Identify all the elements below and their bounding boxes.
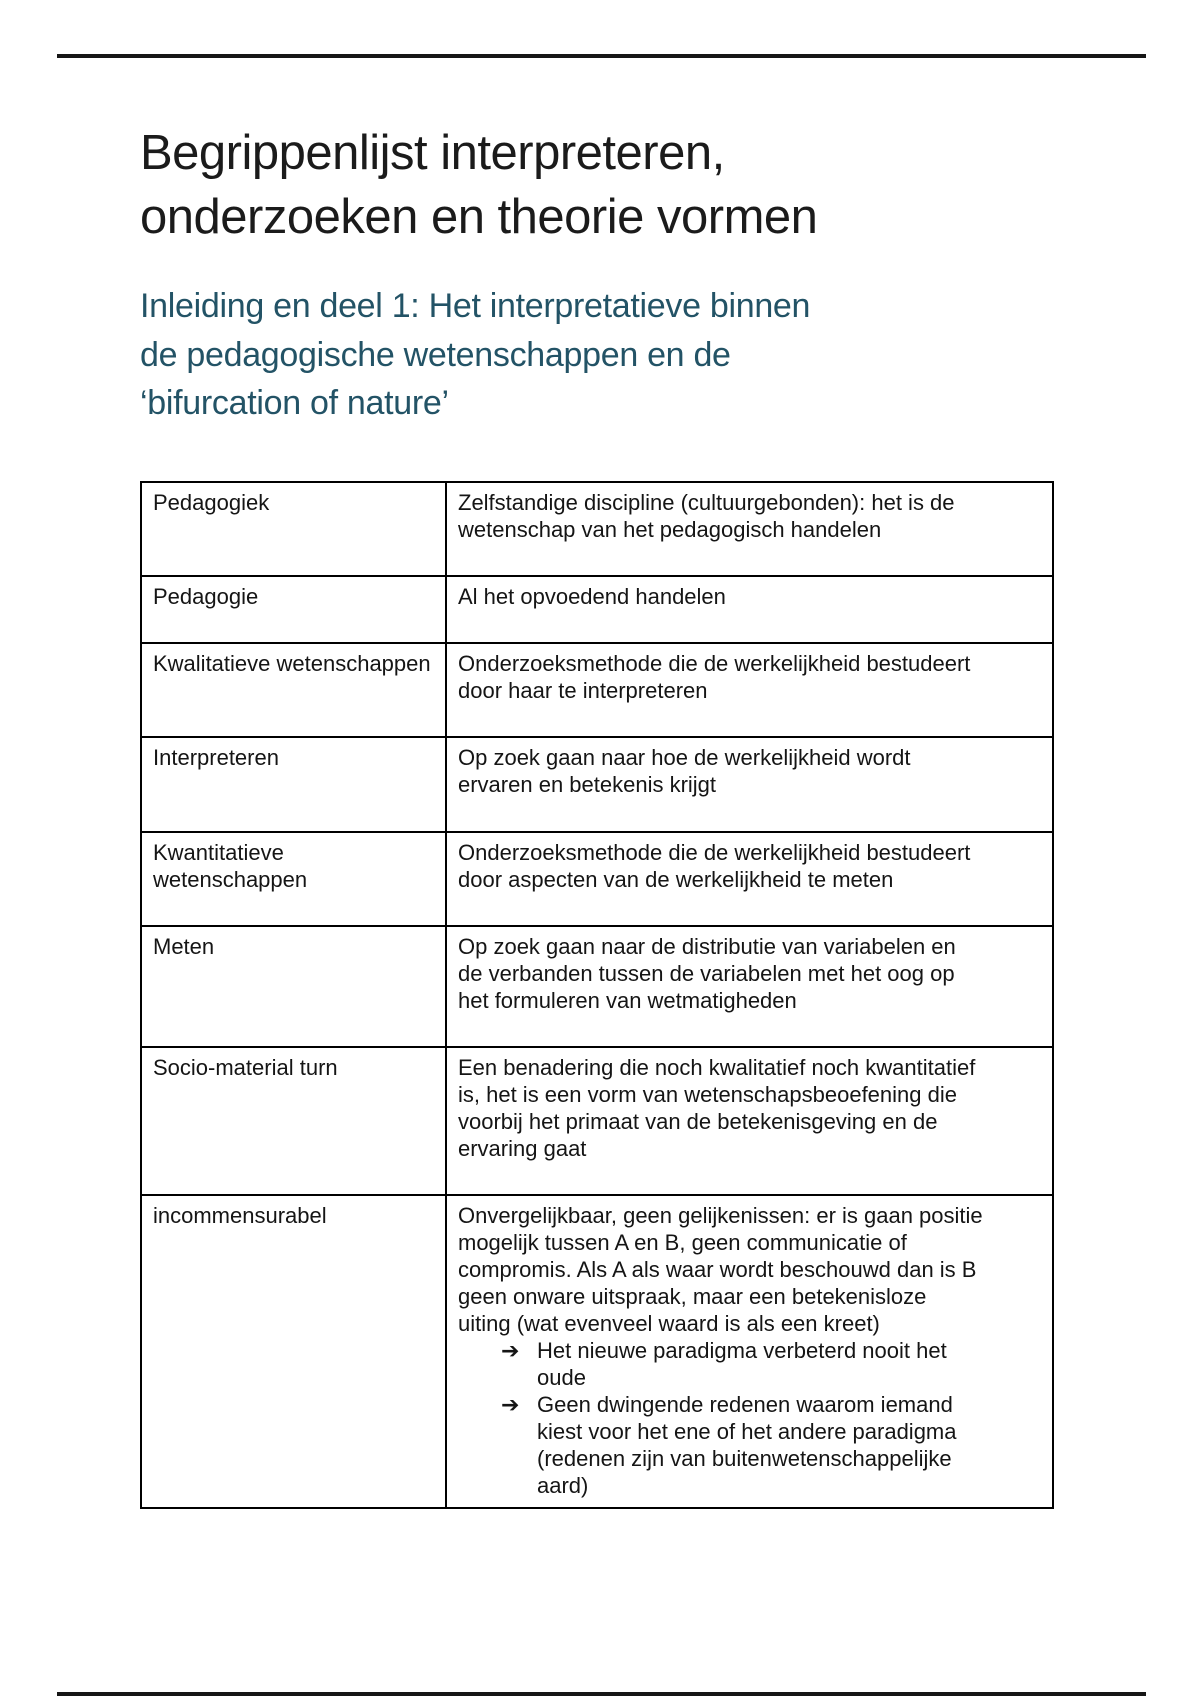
definition-cell: Zelfstandige discipline (cultuurgebonden… [445,481,1054,578]
bottom-divider-line [57,1692,1146,1696]
glossary-table: Pedagogiek Zelfstandige discipline (cultu… [140,481,1054,1510]
definition-text: Onderzoeksmethode die de werkelijkheid b… [458,651,971,704]
glossary-row: Kwantitatieve wetenschappen Onderzoeksmet… [140,830,1054,927]
definition-content: Onderzoeksmethode die de werkelijkheid b… [458,839,985,893]
definition-content: Onvergelijkbaar, geen gelijkenissen: er … [458,1202,985,1500]
definition-cell: Op zoek gaan naar hoe de werkelijkheid w… [445,736,1054,833]
document-content: Begrippenlijst interpreteren, onderzoeke… [140,122,1056,1510]
arrow-bullet-text: Het nieuwe paradigma verbeterd nooit het… [537,1338,947,1391]
term-cell: incommensurabel [140,1193,447,1510]
definition-cell: Onvergelijkbaar, geen gelijkenissen: er … [445,1193,1054,1510]
definition-text: Op zoek gaan naar hoe de werkelijkheid w… [458,745,911,798]
definition-text: Op zoek gaan naar de distributie van var… [458,933,956,1013]
definition-cell: Al het opvoedend handelen [445,575,1054,645]
glossary-row: Pedagogie Al het opvoedend handelen [140,575,1054,645]
glossary-table-body: Pedagogiek Zelfstandige discipline (cultu… [140,481,1054,1510]
definition-cell: Onderzoeksmethode die de werkelijkheid b… [445,830,1054,927]
definition-cell: Onderzoeksmethode die de werkelijkheid b… [445,642,1054,739]
glossary-row: Kwalitatieve wetenschappen Onderzoeksmeth… [140,642,1054,739]
arrow-bullet-item: ➔ Het nieuwe paradigma verbeterd nooit he… [458,1337,985,1391]
definition-cell: Een benadering die noch kwalitatief noch… [445,1045,1054,1196]
definition-text: Onvergelijkbaar, geen gelijkenissen: er … [458,1202,983,1337]
definition-content: Op zoek gaan naar de distributie van var… [458,933,985,1014]
definition-cell: Op zoek gaan naar de distributie van var… [445,924,1054,1048]
arrow-icon: ➔ [501,1392,520,1418]
term-cell: Kwantitatieve wetenschappen [140,830,447,927]
definition-content: Al het opvoedend handelen [458,583,985,610]
term-cell: Kwalitatieve wetenschappen [140,642,447,739]
glossary-row: incommensurabel Onvergelijkbaar, geen gel… [140,1193,1054,1510]
definition-text: Onderzoeksmethode die de werkelijkheid b… [458,839,971,892]
term-cell: Pedagogiek [140,481,447,578]
term-cell: Meten [140,924,447,1048]
arrow-bullet-item: ➔ Geen dwingende redenen waarom iemand ki… [458,1391,985,1499]
glossary-row: Interpreteren Op zoek gaan naar hoe de we… [140,736,1054,833]
definition-text: Zelfstandige discipline (cultuurgebonden… [458,490,955,543]
definition-content: Op zoek gaan naar hoe de werkelijkheid w… [458,744,985,798]
definition-content: Onderzoeksmethode die de werkelijkheid b… [458,650,985,704]
arrow-bullet-text: Geen dwingende redenen waarom iemand kie… [537,1392,957,1499]
definition-text: Een benadering die noch kwalitatief noch… [458,1054,976,1161]
top-divider-line [57,54,1146,58]
definition-content: Zelfstandige discipline (cultuurgebonden… [458,489,985,543]
definition-content: Een benadering die noch kwalitatief noch… [458,1054,985,1162]
page-title: Begrippenlijst interpreteren, onderzoeke… [140,126,818,244]
glossary-row: Socio-material turn Een benadering die no… [140,1045,1054,1196]
definition-text: Al het opvoedend handelen [458,584,726,610]
term-cell: Socio-material turn [140,1045,447,1196]
section-heading: Inleiding en deel 1: Het interpretatieve… [140,287,811,422]
arrow-icon: ➔ [501,1338,520,1364]
term-cell: Interpreteren [140,736,447,833]
glossary-row: Meten Op zoek gaan naar de distributie va… [140,924,1054,1048]
glossary-row: Pedagogiek Zelfstandige discipline (cultu… [140,481,1054,578]
term-cell: Pedagogie [140,575,447,645]
